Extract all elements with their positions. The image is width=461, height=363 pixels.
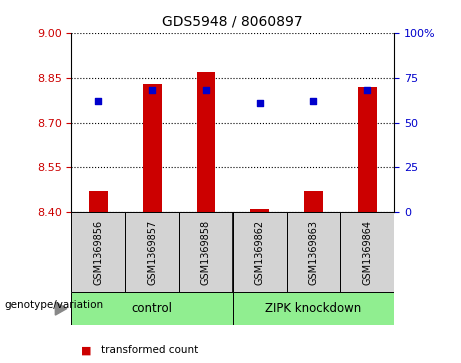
Text: ■: ■ xyxy=(81,345,95,355)
Text: transformed count: transformed count xyxy=(101,345,199,355)
Bar xyxy=(179,212,233,292)
Text: GSM1369863: GSM1369863 xyxy=(308,220,319,285)
Bar xyxy=(196,72,215,212)
Text: GSM1369857: GSM1369857 xyxy=(147,220,157,285)
Text: GSM1369856: GSM1369856 xyxy=(93,220,103,285)
Bar xyxy=(304,191,323,212)
Point xyxy=(202,87,210,93)
Point xyxy=(364,87,371,93)
Point xyxy=(310,98,317,104)
Bar xyxy=(71,292,233,325)
Text: ZIPK knockdown: ZIPK knockdown xyxy=(266,302,361,315)
Bar xyxy=(71,212,125,292)
Bar xyxy=(233,212,287,292)
Text: GSM1369864: GSM1369864 xyxy=(362,220,372,285)
Bar xyxy=(89,191,108,212)
Bar xyxy=(125,212,179,292)
Polygon shape xyxy=(55,302,67,315)
Bar xyxy=(340,212,394,292)
Bar xyxy=(143,83,161,212)
Point xyxy=(148,87,156,93)
Bar xyxy=(287,212,340,292)
Text: genotype/variation: genotype/variation xyxy=(5,300,104,310)
Point xyxy=(256,100,263,106)
Bar xyxy=(358,86,377,212)
Text: control: control xyxy=(132,302,172,315)
Bar xyxy=(233,292,394,325)
Point xyxy=(95,98,102,104)
Text: GSM1369862: GSM1369862 xyxy=(254,220,265,285)
Bar xyxy=(250,209,269,212)
Text: GSM1369858: GSM1369858 xyxy=(201,220,211,285)
Title: GDS5948 / 8060897: GDS5948 / 8060897 xyxy=(162,15,303,29)
